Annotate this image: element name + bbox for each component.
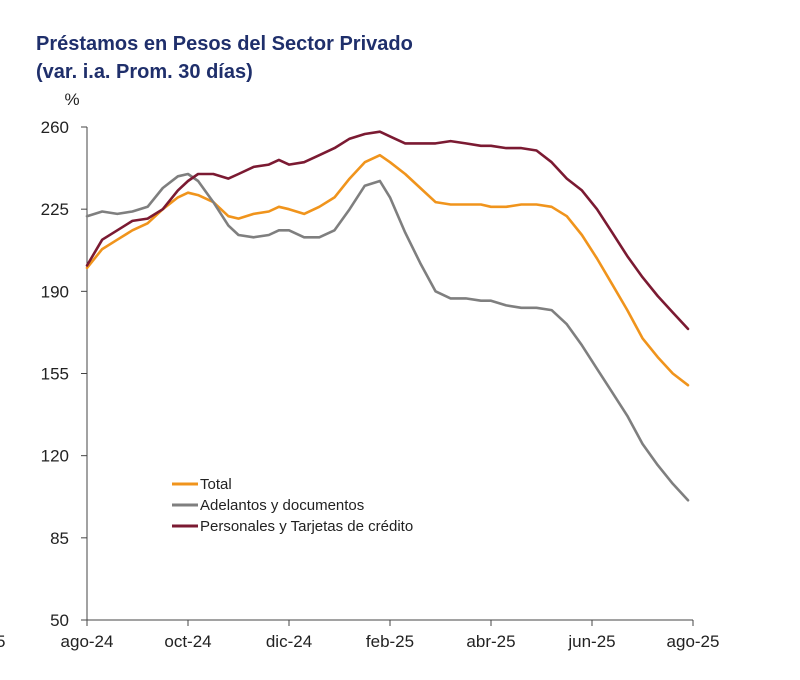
y-tick-label: 50 (50, 611, 69, 630)
chart-title-line2: (var. i.a. Prom. 30 días) (36, 61, 253, 83)
axes: 50 85 120 155 190 225 260% ago-24 oct-24 dic-24 fe… (0, 90, 719, 651)
chart-title: Préstamos en Pesos del Sector Privado (v… (36, 30, 413, 86)
x-tick-label: ago-24 (61, 632, 114, 651)
x-tick-label: abr-25 (466, 632, 515, 651)
y-tick-label: 260 (41, 118, 69, 137)
y-tick-label: 120 (41, 447, 69, 466)
y-axis-label: % (64, 90, 79, 109)
y-tick-label: 190 (41, 282, 69, 301)
legend-label-1: Adelantos y documentos (200, 497, 364, 514)
y-tick-label: 85 (50, 529, 69, 548)
x-tick-label: jun-25 (567, 632, 615, 651)
x-tick-label: oct-24 (164, 632, 211, 651)
chart-title-line1: Préstamos en Pesos del Sector Privado (36, 33, 413, 55)
legend-label-0: Total (200, 476, 232, 493)
series-line-2 (85, 130, 690, 331)
clipped-x-tick-label: 5 (0, 632, 5, 651)
series-line-1 (85, 172, 690, 502)
y-tick-label: 225 (41, 200, 69, 219)
legend-label-2: Personales y Tarjetas de crédito (200, 518, 413, 535)
y-tick-label: 155 (41, 365, 69, 384)
x-tick-label: ago-25 (667, 632, 720, 651)
series-group (85, 130, 690, 502)
series-line-0 (85, 153, 690, 387)
x-tick-label: feb-25 (366, 632, 414, 651)
legend: Total Adelantos y documentos Personales y … (172, 476, 413, 535)
x-tick-label: dic-24 (266, 632, 312, 651)
